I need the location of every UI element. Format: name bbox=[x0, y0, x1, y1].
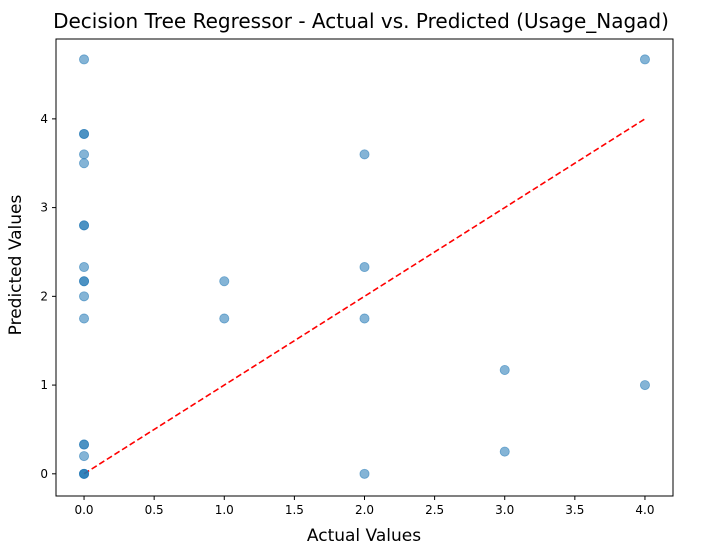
y-tick-label: 4 bbox=[40, 112, 48, 126]
data-point bbox=[639, 54, 650, 65]
x-tick-label: 2.0 bbox=[355, 503, 374, 517]
data-point bbox=[499, 364, 510, 375]
data-point bbox=[79, 54, 90, 65]
data-point bbox=[79, 158, 90, 169]
data-point bbox=[79, 291, 90, 302]
x-axis-ticks: 0.0 0.5 1.0 1.5 2.0 2.5 3.0 3.5 4.0 bbox=[74, 496, 655, 517]
data-point bbox=[79, 262, 90, 273]
data-point bbox=[79, 276, 90, 287]
x-axis-label: Actual Values bbox=[307, 526, 421, 546]
reference-line bbox=[83, 118, 646, 475]
y-tick-label: 0 bbox=[40, 467, 48, 481]
data-point bbox=[79, 451, 90, 462]
data-point bbox=[639, 380, 650, 391]
data-point bbox=[359, 149, 370, 160]
data-point bbox=[79, 468, 90, 479]
x-tick-label: 4.0 bbox=[635, 503, 654, 517]
data-point bbox=[79, 128, 90, 139]
y-axis-ticks: 0 1 2 3 4 bbox=[40, 112, 56, 481]
x-tick-label: 0.0 bbox=[74, 503, 93, 517]
x-tick-label: 3.5 bbox=[565, 503, 584, 517]
y-tick-label: 1 bbox=[40, 378, 48, 392]
x-tick-label: 0.5 bbox=[145, 503, 164, 517]
data-point bbox=[79, 220, 90, 231]
y-axis-label: Predicted Values bbox=[6, 194, 26, 335]
chart-title: Decision Tree Regressor - Actual vs. Pre… bbox=[53, 9, 669, 33]
reference-line-layer bbox=[83, 118, 646, 475]
data-points bbox=[79, 54, 650, 479]
x-tick-label: 2.5 bbox=[425, 503, 444, 517]
data-point bbox=[219, 276, 230, 287]
data-point bbox=[79, 313, 90, 324]
x-tick-label: 1.5 bbox=[285, 503, 304, 517]
data-point bbox=[79, 439, 90, 450]
x-tick-label: 1.0 bbox=[215, 503, 234, 517]
data-point bbox=[359, 313, 370, 324]
data-point bbox=[359, 262, 370, 273]
y-tick-label: 2 bbox=[40, 289, 48, 303]
x-tick-label: 3.0 bbox=[495, 503, 514, 517]
data-point bbox=[219, 313, 230, 324]
data-point bbox=[359, 468, 370, 479]
data-point bbox=[79, 149, 90, 160]
y-tick-label: 3 bbox=[40, 201, 48, 215]
data-point bbox=[499, 446, 510, 457]
